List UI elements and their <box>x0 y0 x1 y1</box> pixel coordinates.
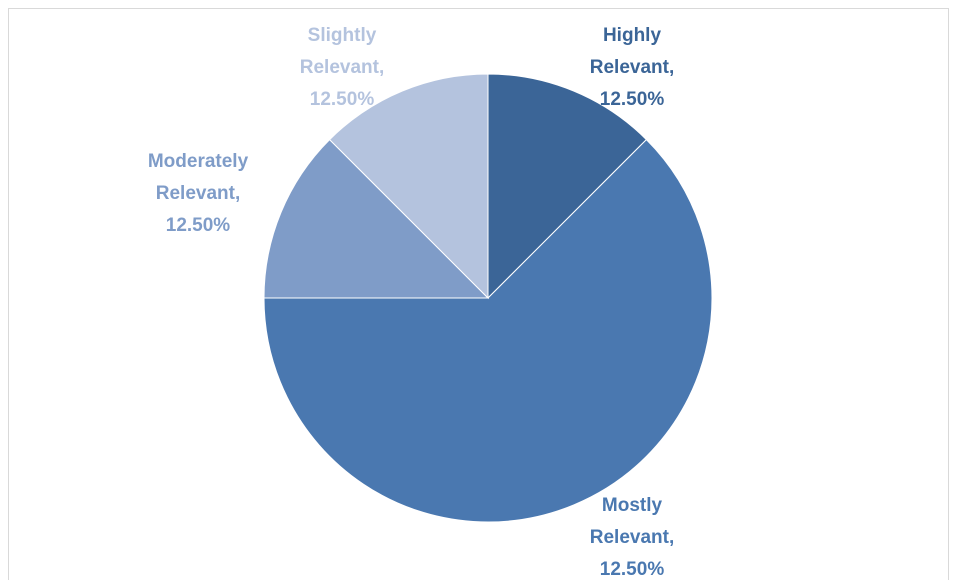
label-category: Highly Relevant <box>590 25 674 78</box>
label-category: Moderately Relevant <box>148 151 248 204</box>
label-category: Slightly Relevant <box>300 25 384 78</box>
pie-slice <box>263 138 490 299</box>
label-value: 12.50% <box>599 559 665 580</box>
pie-slice <box>487 73 648 300</box>
data-label: Highly Relevant 12.50% <box>590 20 674 116</box>
pie-slice <box>263 138 713 523</box>
pie-slice <box>328 73 489 300</box>
label-category: Mostly Relevant <box>590 495 674 548</box>
data-label: Mostly Relevant 12.50% <box>590 490 674 580</box>
label-value: 12.50% <box>599 89 665 110</box>
data-label: Slightly Relevant 12.50% <box>300 20 384 116</box>
label-value: 12.50% <box>309 89 375 110</box>
data-label: Moderately Relevant 12.50% <box>148 146 248 242</box>
chart-frame <box>8 8 949 580</box>
label-value: 12.50% <box>165 215 231 236</box>
